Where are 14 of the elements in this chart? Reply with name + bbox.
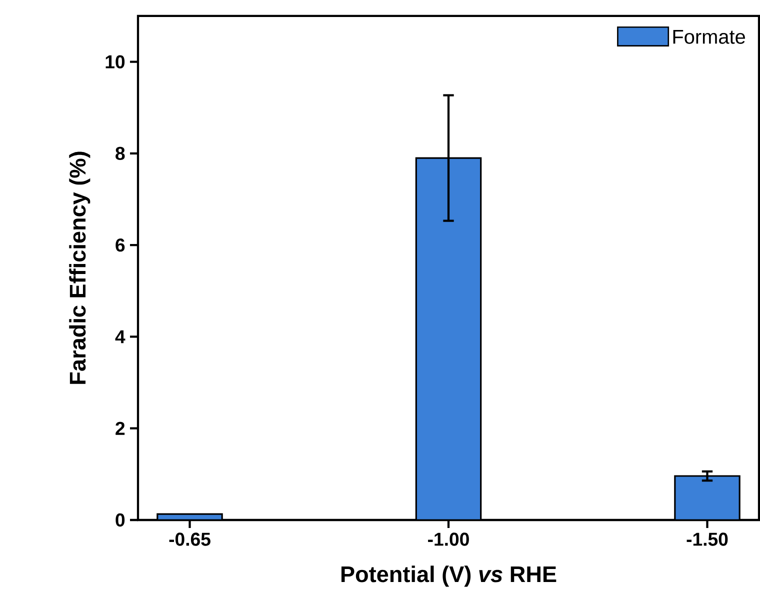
y-tick-label: 8	[116, 146, 125, 160]
x-tick-label: -0.65	[169, 532, 210, 546]
x-tick-label: -1.50	[686, 532, 728, 546]
bar	[674, 475, 740, 520]
x-tick-label: -1.00	[428, 532, 469, 546]
y-tick-label: 6	[116, 238, 125, 252]
legend-label: Formate	[673, 30, 745, 44]
y-axis-title: Faradic Efficiency (%)	[69, 152, 90, 384]
bar	[415, 157, 482, 520]
x-axis-title: Potential (V) vs RHE	[341, 566, 556, 587]
y-tick-label: 4	[115, 330, 126, 344]
y-tick-label: 2	[116, 422, 125, 435]
y-tick-label: 0	[116, 513, 125, 527]
y-tick-label: 10	[106, 55, 125, 68]
